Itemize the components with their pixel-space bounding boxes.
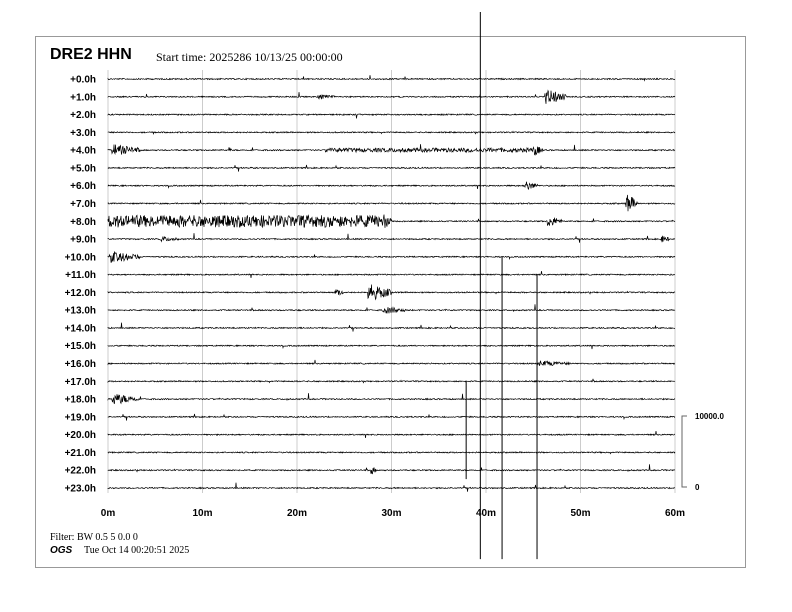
seismic-trace — [107, 482, 675, 492]
row-label: +22.0h — [65, 466, 96, 477]
row-label: +16.0h — [65, 359, 96, 370]
scale-top-label: 10000.0 — [695, 412, 724, 421]
seismic-trace — [107, 378, 676, 384]
row-label: +1.0h — [70, 92, 96, 103]
row-label: +15.0h — [65, 341, 96, 352]
row-label: +21.0h — [65, 448, 96, 459]
plot-frame — [35, 36, 746, 568]
row-label: +4.0h — [70, 146, 96, 157]
row-label: +5.0h — [70, 163, 96, 174]
seismic-trace — [107, 181, 676, 191]
seismic-trace — [107, 144, 676, 156]
row-label: +12.0h — [65, 288, 96, 299]
x-tick-label: 60m — [665, 508, 685, 519]
filter-label: Filter: BW 0.5 5 0.0 0 — [50, 532, 138, 543]
seismic-trace — [107, 322, 675, 332]
station-title: DRE2 HHN — [50, 46, 132, 63]
seismic-trace — [107, 464, 676, 475]
x-tick-label: 30m — [381, 508, 401, 519]
org-logo-text: OGS — [50, 545, 73, 556]
seismic-trace — [107, 270, 675, 278]
x-tick-label: 10m — [192, 508, 212, 519]
seismic-trace — [107, 451, 676, 455]
row-label: +0.0h — [70, 75, 96, 86]
seismic-trace — [107, 233, 676, 243]
row-label: +7.0h — [70, 199, 96, 210]
seismic-trace — [107, 431, 676, 439]
seismic-trace — [107, 130, 676, 136]
seismic-trace — [107, 214, 676, 229]
row-label: +9.0h — [70, 235, 96, 246]
row-label: +18.0h — [65, 395, 96, 406]
seismic-trace — [107, 194, 676, 212]
x-tick-label: 50m — [570, 508, 590, 519]
x-tick-label: 0m — [101, 508, 116, 519]
seismic-trace — [107, 304, 676, 314]
row-label: +6.0h — [70, 181, 96, 192]
seismic-trace — [107, 413, 676, 421]
row-label: +23.0h — [65, 484, 96, 495]
seismic-trace — [107, 75, 676, 82]
scale-bar — [681, 415, 687, 488]
row-label: +19.0h — [65, 412, 96, 423]
row-label: +20.0h — [65, 430, 96, 441]
plot-timestamp: Tue Oct 14 00:20:51 2025 — [84, 545, 190, 556]
seismic-trace — [107, 89, 676, 104]
seismic-trace — [107, 113, 676, 119]
row-label: +14.0h — [65, 323, 96, 334]
x-tick-label: 20m — [287, 508, 307, 519]
row-label: +10.0h — [65, 252, 96, 263]
seismic-trace — [107, 344, 676, 350]
seismic-trace — [107, 393, 676, 405]
row-label: +13.0h — [65, 306, 96, 317]
row-label: +8.0h — [70, 217, 96, 228]
start-time: Start time: 2025286 10/13/25 00:00:00 — [156, 50, 343, 64]
seismic-trace — [107, 284, 676, 301]
row-label: +2.0h — [70, 110, 96, 121]
seismic-trace — [107, 359, 675, 366]
scale-bottom-label: 0 — [695, 483, 700, 492]
row-label: +17.0h — [65, 377, 96, 388]
seismic-trace — [107, 164, 676, 172]
row-label: +3.0h — [70, 128, 96, 139]
row-label: +11.0h — [65, 270, 96, 281]
seismic-trace — [107, 251, 676, 263]
x-tick-label: 40m — [476, 508, 496, 519]
